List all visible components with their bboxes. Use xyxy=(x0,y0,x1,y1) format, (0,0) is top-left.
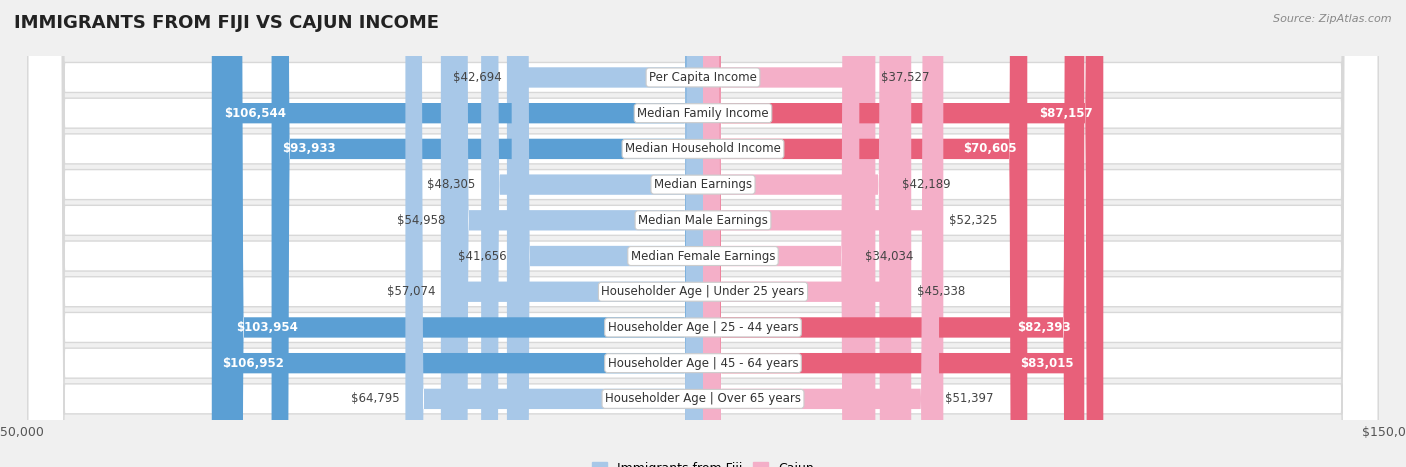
FancyBboxPatch shape xyxy=(441,0,703,467)
Text: $64,795: $64,795 xyxy=(352,392,399,405)
Text: Householder Age | 25 - 44 years: Householder Age | 25 - 44 years xyxy=(607,321,799,334)
FancyBboxPatch shape xyxy=(28,0,1378,467)
Text: Median Male Earnings: Median Male Earnings xyxy=(638,214,768,227)
Text: Source: ZipAtlas.com: Source: ZipAtlas.com xyxy=(1274,14,1392,24)
FancyBboxPatch shape xyxy=(28,0,1378,467)
Text: $87,157: $87,157 xyxy=(1039,106,1092,120)
Text: $106,544: $106,544 xyxy=(224,106,285,120)
FancyBboxPatch shape xyxy=(28,0,1378,467)
FancyBboxPatch shape xyxy=(703,0,1104,467)
Text: Householder Age | 45 - 64 years: Householder Age | 45 - 64 years xyxy=(607,357,799,370)
Text: $42,189: $42,189 xyxy=(903,178,950,191)
Text: $54,958: $54,958 xyxy=(396,214,446,227)
Text: Median Household Income: Median Household Income xyxy=(626,142,780,156)
FancyBboxPatch shape xyxy=(28,0,1378,467)
Text: $51,397: $51,397 xyxy=(945,392,993,405)
Text: Householder Age | Under 25 years: Householder Age | Under 25 years xyxy=(602,285,804,298)
Text: $52,325: $52,325 xyxy=(949,214,997,227)
FancyBboxPatch shape xyxy=(703,0,1081,467)
FancyBboxPatch shape xyxy=(703,0,939,467)
Text: $83,015: $83,015 xyxy=(1021,357,1074,370)
FancyBboxPatch shape xyxy=(703,0,943,467)
Text: $70,605: $70,605 xyxy=(963,142,1017,156)
FancyBboxPatch shape xyxy=(225,0,703,467)
Text: Median Earnings: Median Earnings xyxy=(654,178,752,191)
FancyBboxPatch shape xyxy=(28,0,1378,467)
Text: $48,305: $48,305 xyxy=(427,178,475,191)
FancyBboxPatch shape xyxy=(703,0,1028,467)
FancyBboxPatch shape xyxy=(703,0,911,467)
FancyBboxPatch shape xyxy=(703,0,897,467)
FancyBboxPatch shape xyxy=(28,0,1378,467)
FancyBboxPatch shape xyxy=(212,0,703,467)
Text: Median Family Income: Median Family Income xyxy=(637,106,769,120)
Text: $42,694: $42,694 xyxy=(453,71,502,84)
FancyBboxPatch shape xyxy=(512,0,703,467)
Text: Median Female Earnings: Median Female Earnings xyxy=(631,249,775,262)
Legend: Immigrants from Fiji, Cajun: Immigrants from Fiji, Cajun xyxy=(588,457,818,467)
FancyBboxPatch shape xyxy=(214,0,703,467)
FancyBboxPatch shape xyxy=(405,0,703,467)
Text: $45,338: $45,338 xyxy=(917,285,965,298)
Text: $82,393: $82,393 xyxy=(1018,321,1071,334)
Text: $103,954: $103,954 xyxy=(236,321,298,334)
Text: $106,952: $106,952 xyxy=(222,357,284,370)
Text: IMMIGRANTS FROM FIJI VS CAJUN INCOME: IMMIGRANTS FROM FIJI VS CAJUN INCOME xyxy=(14,14,439,32)
Text: $93,933: $93,933 xyxy=(283,142,336,156)
Text: $37,527: $37,527 xyxy=(882,71,929,84)
FancyBboxPatch shape xyxy=(508,0,703,467)
FancyBboxPatch shape xyxy=(703,0,1084,467)
Text: Per Capita Income: Per Capita Income xyxy=(650,71,756,84)
Text: $34,034: $34,034 xyxy=(865,249,914,262)
FancyBboxPatch shape xyxy=(481,0,703,467)
FancyBboxPatch shape xyxy=(28,0,1378,467)
FancyBboxPatch shape xyxy=(28,0,1378,467)
FancyBboxPatch shape xyxy=(271,0,703,467)
FancyBboxPatch shape xyxy=(703,0,876,467)
FancyBboxPatch shape xyxy=(450,0,703,467)
Text: $57,074: $57,074 xyxy=(387,285,436,298)
Text: $41,656: $41,656 xyxy=(457,249,506,262)
FancyBboxPatch shape xyxy=(28,0,1378,467)
FancyBboxPatch shape xyxy=(703,0,859,467)
FancyBboxPatch shape xyxy=(28,0,1378,467)
Text: Householder Age | Over 65 years: Householder Age | Over 65 years xyxy=(605,392,801,405)
